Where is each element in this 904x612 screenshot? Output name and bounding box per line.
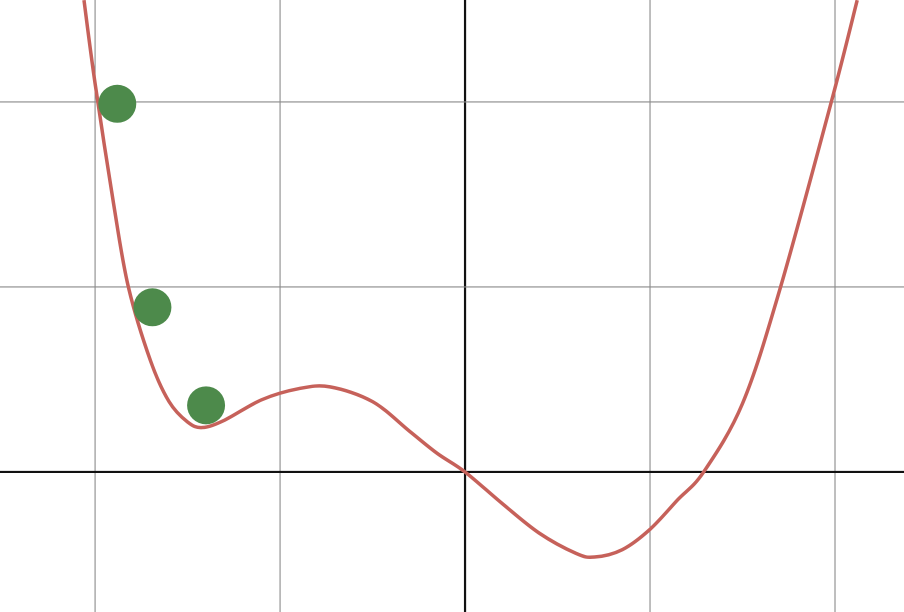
point bbox=[98, 84, 137, 123]
point bbox=[133, 288, 172, 327]
curve bbox=[82, 0, 859, 560]
point bbox=[187, 386, 226, 425]
